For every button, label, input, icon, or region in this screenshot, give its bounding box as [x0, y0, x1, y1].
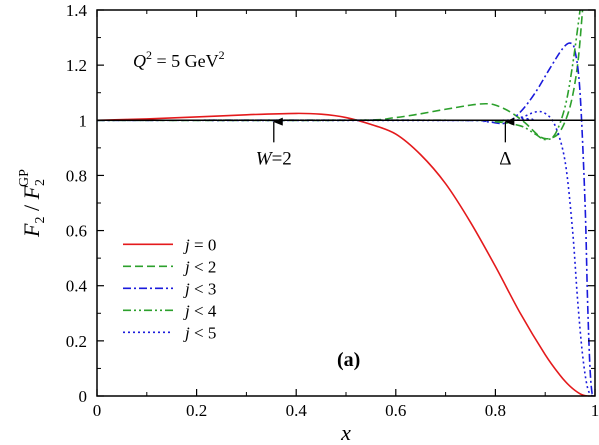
- y-axis-title-main: F: [19, 223, 44, 238]
- y-tick-label: 0.6: [66, 222, 87, 241]
- plot-area: W=2 Δ 0 0.2 0.4 0.6 0.8 1 0 0.2 0.4 0.6 0.8 1 1.2 1.4: [66, 1, 599, 420]
- legend-label-2: j < 2: [183, 257, 216, 276]
- legend-label-1: j = 0: [183, 235, 216, 254]
- y-tick-label: 0.2: [66, 332, 87, 351]
- x-tick-label: 0.8: [485, 401, 506, 420]
- annotation-layer: W=2 Δ: [256, 117, 515, 169]
- series-line-2: [97, 10, 584, 140]
- annotation-label-2: Δ: [499, 148, 511, 169]
- x-tick-label: 0.2: [186, 401, 207, 420]
- x-tick-label: 1: [591, 401, 599, 420]
- y-axis-title-sup2: GP: [17, 169, 32, 187]
- y-tick-label: 0.4: [66, 277, 88, 296]
- y-axis-title: F2 / F2GP: [17, 169, 48, 238]
- y-axis-title-main2: F: [19, 185, 44, 200]
- condition-q: Q: [133, 51, 146, 71]
- series-layer: [97, 10, 595, 396]
- y-tick-label: 1: [79, 111, 88, 130]
- series-line-3: [97, 42, 595, 396]
- y-axis-title-sub1: 2: [33, 217, 48, 224]
- legend-label-3: j < 3: [183, 279, 216, 298]
- legend-label-4: j < 4: [183, 301, 217, 320]
- condition-rest: = 5 GeV: [152, 51, 219, 71]
- condition-q-exp: 2: [146, 48, 152, 62]
- x-tick-label: 0.6: [385, 401, 406, 420]
- legend-label-5: j < 5: [183, 323, 216, 342]
- y-tick-label: 0.8: [66, 166, 87, 185]
- tick-layer: 0 0.2 0.4 0.6 0.8 1 0 0.2 0.4 0.6 0.8 1 1.2 1.4: [66, 1, 599, 420]
- series-line-5: [97, 110, 595, 396]
- condition-label: Q2 = 5 GeV2: [133, 48, 225, 71]
- x-tick-label: 0: [93, 401, 102, 420]
- panel-label: (a): [337, 349, 360, 371]
- y-tick-label: 1.4: [66, 1, 88, 20]
- condition-unit-exp: 2: [219, 48, 225, 62]
- y-axis-title-sub2: 2: [33, 179, 48, 186]
- y-axis-title-slash: /: [19, 199, 44, 216]
- series-line-1: [97, 112, 595, 396]
- legend: j = 0 j < 2 j < 3 j < 4 j < 5: [123, 235, 217, 342]
- y-tick-label: 1.2: [66, 56, 87, 75]
- x-axis-title: x: [340, 420, 351, 445]
- y-tick-label: 0: [79, 387, 88, 406]
- x-tick-label: 0.4: [286, 401, 308, 420]
- annotation-label-1: W=2: [256, 148, 292, 169]
